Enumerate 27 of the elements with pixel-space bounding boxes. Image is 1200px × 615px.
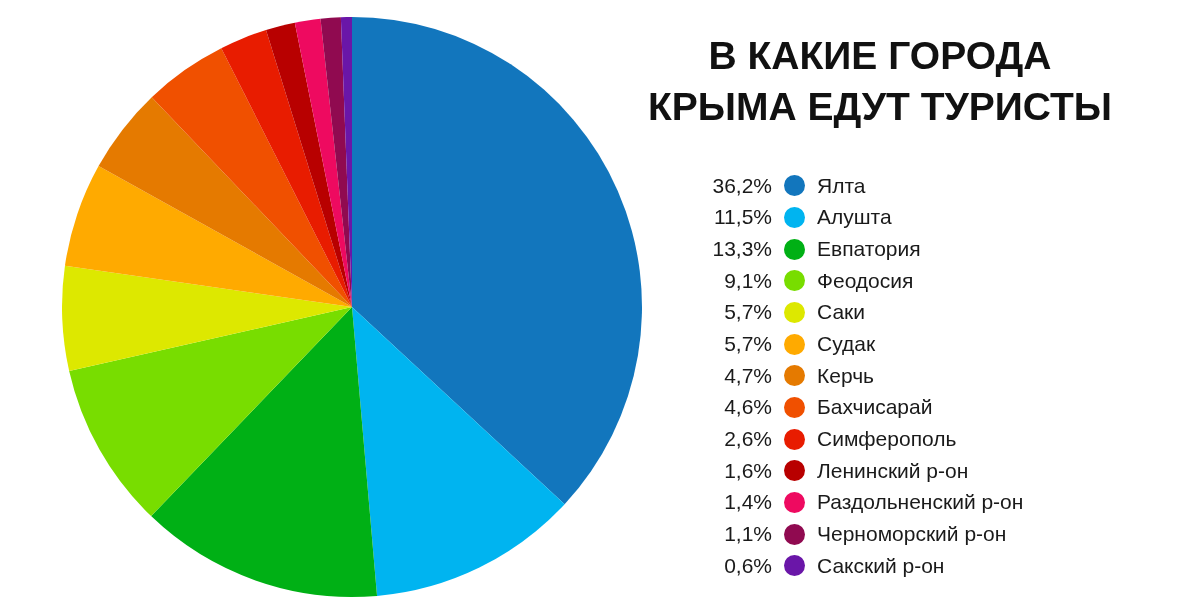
data-label: 11,5%	[713, 205, 772, 230]
legend-label: Евпатория	[817, 237, 921, 262]
legend-label: Саки	[817, 300, 865, 325]
legend-label: Алушта	[817, 205, 892, 230]
legend-label: Раздольненский р-он	[817, 490, 1024, 515]
data-label: 13,3%	[711, 237, 772, 262]
legend-label: Феодосия	[817, 268, 914, 293]
legend-label: Бахчисарай	[817, 395, 933, 420]
data-label: 1,4%	[723, 490, 772, 515]
legend-label: Судак	[817, 332, 876, 357]
data-label: 1,6%	[723, 458, 772, 483]
data-label: 36,2%	[711, 173, 772, 198]
data-label: 9,1%	[723, 268, 772, 293]
legend-label: Ленинский р-он	[817, 458, 969, 483]
data-label: 4,6%	[723, 395, 772, 420]
legend-label: Керчь	[817, 363, 875, 388]
legend-label: Симферополь	[817, 427, 957, 452]
data-label: 5,7%	[723, 300, 772, 325]
text: В КАКИЕ ГОРОДА КРЫМА ЕДУТ ТУРИСТЫ	[647, 33, 1113, 130]
data-label: 2,6%	[723, 427, 772, 452]
data-label: 5,7%	[723, 332, 772, 357]
legend-label: Сакский р-он	[817, 553, 945, 578]
legend-label: Черноморский р-он	[817, 522, 1007, 547]
data-label: 0,6%	[723, 553, 772, 578]
data-label: 4,7%	[723, 363, 772, 388]
data-label: 1,1%	[723, 522, 772, 547]
legend-label: Ялта	[817, 173, 866, 198]
